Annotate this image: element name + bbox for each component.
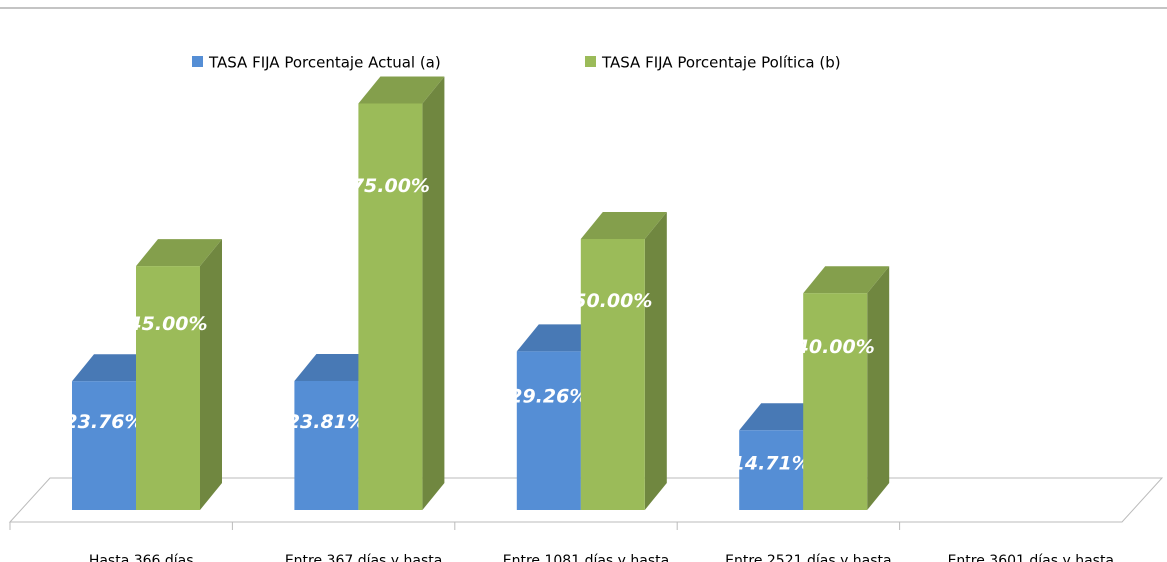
data-label: 29.26% — [509, 386, 588, 408]
bar-top — [580, 212, 667, 239]
x-tick-label: Entre 2521 días y hasta — [725, 553, 891, 562]
data-label: 14.71% — [732, 453, 811, 475]
bar — [803, 293, 868, 510]
data-label: 45.00% — [127, 313, 207, 335]
legend-swatch — [585, 56, 596, 67]
bar-side — [422, 76, 445, 510]
data-label: 75.00% — [351, 175, 430, 197]
bar-top — [136, 239, 222, 267]
bar — [72, 381, 136, 510]
bar — [136, 266, 200, 510]
x-tick-label: Hasta 366 días — [89, 553, 194, 562]
bar — [739, 430, 804, 510]
data-label: 23.76% — [64, 411, 143, 433]
x-tick-label: Entre 367 días y hasta — [285, 553, 443, 562]
x-tick-label: Entre 1081 días y hasta — [503, 553, 669, 562]
bar — [516, 351, 581, 510]
data-label: 40.00% — [795, 336, 875, 358]
data-label: 23.81% — [287, 411, 366, 433]
bar — [580, 239, 645, 510]
bar — [358, 103, 423, 510]
bar — [294, 380, 359, 510]
bar-top — [803, 266, 890, 294]
bar-side — [867, 266, 890, 510]
legend-swatch — [192, 56, 203, 67]
legend-label: TASA FIJA Porcentaje Actual (a) — [208, 54, 441, 72]
legend-label: TASA FIJA Porcentaje Política (b) — [601, 54, 841, 72]
bar-top — [358, 76, 445, 104]
data-label: 50.00% — [573, 290, 652, 312]
x-tick-label: Entre 3601 días y hasta — [948, 553, 1114, 562]
bar-side — [200, 239, 222, 510]
bar-side — [644, 212, 667, 510]
